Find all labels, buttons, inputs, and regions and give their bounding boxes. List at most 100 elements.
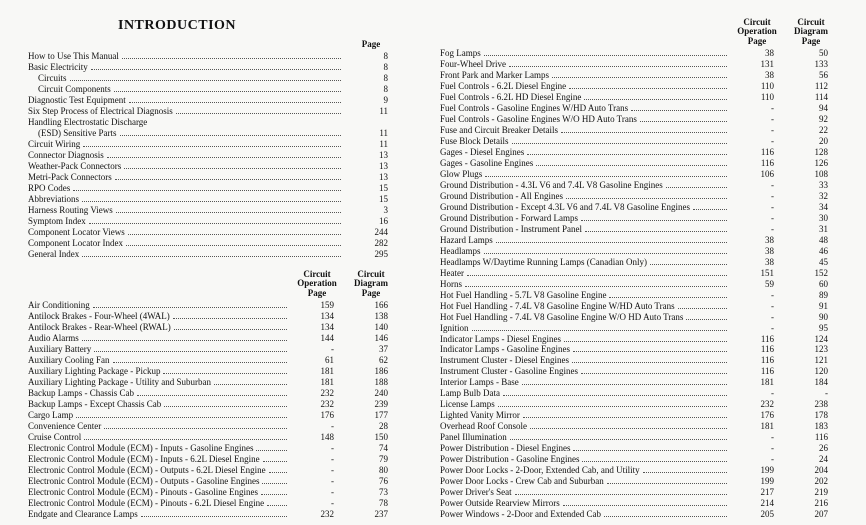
entry-diag-page: 116 bbox=[784, 432, 838, 443]
entry-page: 11 bbox=[344, 139, 398, 150]
entry-diag-page: 91 bbox=[784, 301, 838, 312]
toc-entry: Diagnostic Test Equipment9 bbox=[28, 95, 398, 106]
toc-entry: Electronic Control Module (ECM) - Inputs… bbox=[28, 443, 398, 454]
entry-op-page: 176 bbox=[730, 410, 784, 421]
entry-op-page: 134 bbox=[290, 311, 344, 322]
entry-diag-page: 237 bbox=[344, 509, 398, 520]
entry-diag-page: 138 bbox=[344, 311, 398, 322]
toc-entry: Abbreviations15 bbox=[28, 194, 398, 205]
entry-label: Hazard Lamps bbox=[440, 235, 493, 246]
toc-entry: Harness Routing Views3 bbox=[28, 205, 398, 216]
entry-op-page: - bbox=[730, 202, 784, 213]
entry-label: Connector Diagnosis bbox=[28, 150, 104, 161]
toc-entry: Component Locator Views244 bbox=[28, 227, 398, 238]
toc-entry: Ground Distribution - Except 4.3L V6 and… bbox=[440, 202, 838, 213]
entry-label: Circuit Components bbox=[38, 84, 111, 95]
entry-diag-page: 30 bbox=[784, 213, 838, 224]
entry-label: Power Outside Rearview Mirrors bbox=[440, 498, 560, 509]
entry-diag-page: 34 bbox=[784, 202, 838, 213]
entry-diag-page: 32 bbox=[784, 191, 838, 202]
entry-label: Six Step Process of Electrical Diagnosis bbox=[28, 106, 173, 117]
toc-entry: Auxiliary Battery-37 bbox=[28, 344, 398, 355]
entry-label: Antilock Brakes - Rear-Wheel (RWAL) bbox=[28, 322, 171, 333]
entry-op-page: 217 bbox=[730, 487, 784, 498]
entry-label: Electronic Control Module (ECM) - Output… bbox=[28, 476, 259, 487]
entry-op-page: 181 bbox=[730, 377, 784, 388]
toc-entry: Ground Distribution - All Engines-32 bbox=[440, 191, 838, 202]
entry-label: Electronic Control Module (ECM) - Pinout… bbox=[28, 487, 258, 498]
entry-op-page: 116 bbox=[730, 147, 784, 158]
entry-label: Lamp Bulb Data bbox=[440, 388, 500, 399]
toc-entry: Power Door Locks - Crew Cab and Suburban… bbox=[440, 476, 838, 487]
entry-op-page: - bbox=[290, 465, 344, 476]
entry-op-page: 38 bbox=[730, 257, 784, 268]
entry-op-page: 134 bbox=[290, 322, 344, 333]
toc-entry: Front Park and Marker Lamps3856 bbox=[440, 70, 838, 81]
entry-label: Fuel Controls - Gasoline Engines W/O HD … bbox=[440, 114, 637, 125]
entry-op-page: 144 bbox=[290, 333, 344, 344]
toc-entry: Audio Alarms144146 bbox=[28, 333, 398, 344]
entry-label: Heater bbox=[440, 268, 464, 279]
section-title: INTRODUCTION bbox=[28, 18, 398, 34]
entry-label: Air Conditioning bbox=[28, 300, 90, 311]
entry-label: Power Windows - 2-Door and Extended Cab bbox=[440, 509, 601, 520]
toc-entry: Hot Fuel Handling - 7.4L V8 Gasoline Eng… bbox=[440, 301, 838, 312]
entry-op-page: - bbox=[730, 191, 784, 202]
entry-op-page: - bbox=[730, 323, 784, 334]
entry-label: Headlamps bbox=[440, 246, 481, 257]
entry-page: 3 bbox=[344, 205, 398, 216]
toc-entry: Symptom Index16 bbox=[28, 216, 398, 227]
entry-op-page: - bbox=[290, 421, 344, 432]
toc-entry: Overhead Roof Console181183 bbox=[440, 421, 838, 432]
entry-label: Audio Alarms bbox=[28, 333, 79, 344]
entry-op-page: 214 bbox=[730, 498, 784, 509]
entry-op-page: 116 bbox=[730, 344, 784, 355]
entry-label: Fuse Block Details bbox=[440, 136, 509, 147]
entry-diag-page: 37 bbox=[344, 344, 398, 355]
entry-op-page: 148 bbox=[290, 432, 344, 443]
toc-entry: Antilock Brakes - Rear-Wheel (RWAL) 13414… bbox=[28, 322, 398, 333]
toc-entry: RPO Codes15 bbox=[28, 183, 398, 194]
toc-entry: Electronic Control Module (ECM) - Output… bbox=[28, 476, 398, 487]
entry-diag-page: 120 bbox=[784, 366, 838, 377]
toc-entry: Fuse and Circuit Breaker Details-22 bbox=[440, 125, 838, 136]
entry-label: Indicator Lamps - Diesel Engines bbox=[440, 334, 561, 345]
entry-page: 8 bbox=[344, 62, 398, 73]
entry-op-page: 106 bbox=[730, 169, 784, 180]
toc-entry: Cruise Control148150 bbox=[28, 432, 398, 443]
entry-label: Fuse and Circuit Breaker Details bbox=[440, 125, 558, 136]
entry-diag-page: 114 bbox=[784, 92, 838, 103]
entry-label: Indicator Lamps - Gasoline Engines bbox=[440, 344, 570, 355]
entry-label: Electronic Control Module (ECM) - Output… bbox=[28, 465, 266, 476]
entry-op-page: 181 bbox=[290, 366, 344, 377]
entry-op-page: 232 bbox=[290, 399, 344, 410]
toc-entry: Power Outside Rearview Mirrors214216 bbox=[440, 498, 838, 509]
entry-page: 11 bbox=[344, 106, 398, 117]
entry-diag-page: 150 bbox=[344, 432, 398, 443]
col-circuit-diag: CircuitDiagramPage bbox=[344, 270, 398, 298]
entry-label: Ground Distribution - Instrument Panel bbox=[440, 224, 582, 235]
entry-label: Hot Fuel Handling - 7.4L V8 Gasoline Eng… bbox=[440, 301, 675, 312]
entry-label: Fuel Controls - Gasoline Engines W/HD Au… bbox=[440, 103, 628, 114]
entry-page: 8 bbox=[344, 84, 398, 95]
left-circuit-list: Air Conditioning159166Antilock Brakes - … bbox=[28, 300, 398, 519]
toc-entry: Ignition-95 bbox=[440, 323, 838, 334]
entry-op-page: - bbox=[290, 476, 344, 487]
entry-op-page: - bbox=[290, 454, 344, 465]
entry-diag-page: 128 bbox=[784, 147, 838, 158]
toc-entry: License Lamps232238 bbox=[440, 399, 838, 410]
toc-entry: Cargo Lamp176177 bbox=[28, 410, 398, 421]
entry-diag-page: 80 bbox=[344, 465, 398, 476]
toc-entry: Hot Fuel Handling - 5.7L V8 Gasoline Eng… bbox=[440, 290, 838, 301]
entry-diag-page: 89 bbox=[784, 290, 838, 301]
entry-label: Auxiliary Lighting Package - Pickup bbox=[28, 366, 160, 377]
entry-label: Cargo Lamp bbox=[28, 410, 73, 421]
entry-diag-page: 207 bbox=[784, 509, 838, 520]
entry-diag-page: 186 bbox=[344, 366, 398, 377]
entry-diag-page: 74 bbox=[344, 443, 398, 454]
toc-entry: Hot Fuel Handling - 7.4L V8 Gasoline Eng… bbox=[440, 312, 838, 323]
entry-label: Lighted Vanity Mirror bbox=[440, 410, 520, 421]
entry-diag-page: 140 bbox=[344, 322, 398, 333]
col-circuit-op-r: CircuitOperationPage bbox=[730, 18, 784, 46]
toc-entry: Antilock Brakes - Four-Wheel (4WAL)13413… bbox=[28, 311, 398, 322]
